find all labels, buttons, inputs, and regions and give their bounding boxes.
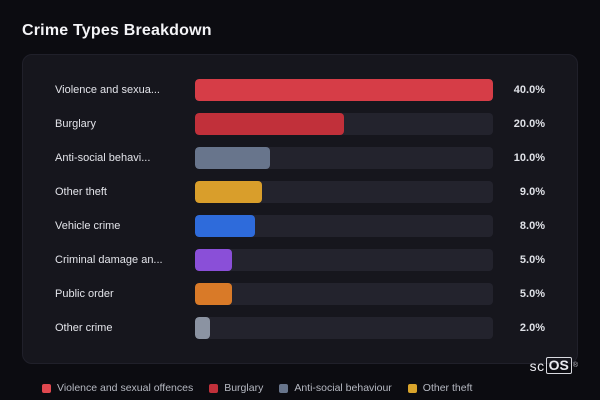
- chart-bar-row: Vehicle crime 8.0%: [55, 215, 545, 237]
- legend-swatch-icon: [279, 383, 289, 393]
- category-label: Violence and sexua...: [55, 84, 160, 96]
- bar-track: [195, 147, 493, 169]
- category-label: Public order: [55, 288, 114, 300]
- legend-item-label: Other theft: [422, 382, 473, 394]
- value-bar[interactable]: [195, 317, 210, 339]
- value-label: 2.0%: [519, 322, 545, 334]
- page-title: Crime Types Breakdown: [22, 22, 212, 39]
- legend-item[interactable]: Anti-social behaviour: [279, 382, 392, 394]
- chart-bar-row: Other crime 2.0%: [55, 317, 545, 339]
- chart-bar-row: Burglary 20.0%: [55, 113, 545, 135]
- bar-track: [195, 283, 493, 305]
- chart-legend: Violence and sexual offences Burglary An…: [42, 382, 472, 394]
- value-label: 8.0%: [519, 220, 545, 232]
- bar-track: [195, 181, 493, 203]
- legend-item-label: Burglary: [224, 382, 264, 394]
- category-label: Other theft: [55, 186, 107, 198]
- scos-logo-box: OS: [545, 357, 572, 374]
- value-bar[interactable]: [195, 113, 344, 135]
- category-label: Burglary: [55, 118, 96, 130]
- registered-mark: ®: [572, 362, 578, 369]
- legend-swatch-icon: [42, 383, 51, 393]
- chart-bar-row: Violence and sexua... 40.0%: [55, 79, 545, 101]
- chart-bar-row: Other theft 9.0%: [55, 181, 545, 203]
- value-label: 40.0%: [513, 84, 545, 96]
- legend-swatch-icon: [407, 383, 417, 393]
- value-bar[interactable]: [195, 249, 233, 271]
- value-label: 5.0%: [519, 254, 545, 266]
- category-label: Other crime: [55, 322, 113, 334]
- bar-track: [195, 215, 493, 237]
- category-label: Anti-social behavi...: [55, 152, 151, 164]
- bar-track: [195, 79, 493, 101]
- chart-bar-row: Anti-social behavi... 10.0%: [55, 147, 545, 169]
- crime-breakdown-chart: Violence and sexua... 40.0% Burglary 20.…: [22, 54, 578, 364]
- scos-logo-prefix: sc: [529, 357, 545, 374]
- legend-item-label: Anti-social behaviour: [294, 382, 392, 394]
- legend-item[interactable]: Other theft: [407, 382, 473, 394]
- value-label: 20.0%: [513, 118, 545, 130]
- bar-track: [195, 249, 493, 271]
- legend-item[interactable]: Violence and sexual offences: [42, 382, 193, 394]
- bar-track: [195, 113, 493, 135]
- legend-item-label: Violence and sexual offences: [57, 382, 194, 394]
- value-label: 9.0%: [519, 186, 545, 198]
- legend-item[interactable]: Burglary: [209, 382, 263, 394]
- category-label: Criminal damage an...: [55, 254, 163, 266]
- value-bar[interactable]: [195, 215, 255, 237]
- value-bar[interactable]: [195, 181, 263, 203]
- chart-bar-row: Criminal damage an... 5.0%: [55, 249, 545, 271]
- value-bar[interactable]: [195, 147, 270, 169]
- category-label: Vehicle crime: [55, 220, 121, 232]
- legend-swatch-icon: [209, 383, 219, 393]
- value-bar[interactable]: [195, 79, 493, 101]
- value-bar[interactable]: [195, 283, 233, 305]
- bar-track: [195, 317, 493, 339]
- value-label: 10.0%: [513, 152, 545, 164]
- scos-logo: sc OS ®: [530, 357, 578, 374]
- chart-bar-row: Public order 5.0%: [55, 283, 545, 305]
- value-label: 5.0%: [519, 288, 545, 300]
